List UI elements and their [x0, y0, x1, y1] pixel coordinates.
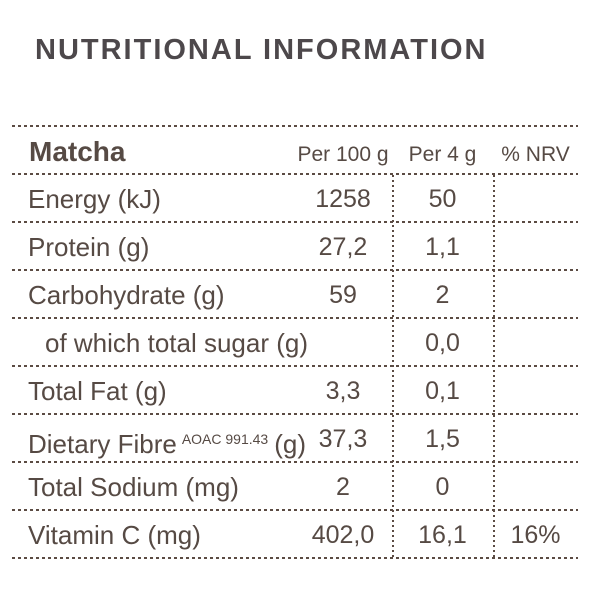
value-per-100g: 27,2 — [318, 233, 368, 261]
value-nrv — [493, 271, 578, 319]
page-title: NUTRITIONAL INFORMATION — [35, 34, 488, 66]
value-per-4g: 50 — [428, 185, 457, 213]
row-label-text: Dietary Fibre — [28, 429, 177, 459]
row-label-superscript: AOAC 991.43 — [181, 431, 269, 447]
value-per-4g: 16,1 — [418, 521, 467, 549]
value-nrv — [493, 319, 578, 367]
row-label-text: of which total sugar (g) — [45, 328, 309, 358]
column-header-per-100g: Per 100 g — [297, 143, 389, 166]
value-per-100g: 1258 — [315, 185, 371, 213]
table-row-carbohydrate: Carbohydrate (g) 59 2 — [12, 271, 578, 319]
value-per-100g: 2 — [336, 473, 350, 501]
row-label-text: Total Fat (g) — [28, 376, 167, 406]
row-label: Energy (kJ) — [12, 175, 294, 223]
table-header-row: Matcha Per 100 g Per 4 g % NRV — [12, 125, 578, 175]
row-label: Total Sodium (mg) — [12, 463, 294, 511]
value-per-4g: 2 — [435, 281, 450, 309]
value-per-100g: 3,3 — [325, 377, 361, 405]
row-label: Vitamin C (mg) — [12, 511, 294, 559]
value-nrv — [493, 463, 578, 511]
row-label: Protein (g) — [12, 223, 294, 271]
value-per-4g: 1,5 — [425, 425, 460, 453]
row-label: Dietary Fibre AOAC 991.43 (g) — [12, 415, 306, 468]
row-label: Carbohydrate (g) — [12, 271, 294, 319]
value-nrv — [493, 223, 578, 271]
nutrition-table: Matcha Per 100 g Per 4 g % NRV Energy (k… — [12, 125, 578, 559]
table-row-total-sugar: of which total sugar (g) 0,0 — [12, 319, 578, 367]
value-nrv — [493, 175, 578, 223]
value-nrv — [493, 367, 578, 415]
value-per-100g — [294, 319, 392, 367]
row-label-text: Vitamin C (mg) — [28, 520, 201, 550]
row-label: Total Fat (g) — [12, 367, 294, 415]
value-per-100g: 37,3 — [318, 425, 368, 453]
product-name: Matcha — [29, 136, 126, 167]
row-label: of which total sugar (g) — [12, 319, 308, 367]
column-divider-per-100g — [392, 175, 394, 559]
table-row-total-fat: Total Fat (g) 3,3 0,1 — [12, 367, 578, 415]
table-row-energy: Energy (kJ) 1258 50 — [12, 175, 578, 223]
value-nrv — [493, 415, 578, 468]
value-per-100g: 402,0 — [311, 521, 375, 549]
row-label-text: Energy (kJ) — [28, 184, 161, 214]
table-row-dietary-fibre: Dietary Fibre AOAC 991.43 (g) 37,3 1,5 — [12, 415, 578, 463]
value-per-4g: 0,0 — [425, 329, 460, 357]
column-header-nrv: % NRV — [501, 143, 570, 166]
value-per-4g: 1,1 — [425, 233, 460, 261]
column-header-per-4g: Per 4 g — [408, 143, 477, 166]
value-per-4g: 0 — [435, 473, 450, 501]
value-per-4g: 0,1 — [425, 377, 460, 405]
table-row-total-sodium: Total Sodium (mg) 2 0 — [12, 463, 578, 511]
value-nrv: 16% — [510, 521, 561, 549]
table-row-vitamin-c: Vitamin C (mg) 402,0 16,1 16% — [12, 511, 578, 559]
row-label-unit: (g) — [274, 429, 306, 459]
row-label-text: Protein (g) — [28, 232, 150, 262]
row-label-text: Total Sodium (mg) — [28, 472, 239, 502]
row-label-text: Carbohydrate (g) — [28, 280, 225, 310]
column-divider-per-4g — [493, 175, 495, 559]
table-row-protein: Protein (g) 27,2 1,1 — [12, 223, 578, 271]
value-per-100g: 59 — [329, 281, 357, 309]
